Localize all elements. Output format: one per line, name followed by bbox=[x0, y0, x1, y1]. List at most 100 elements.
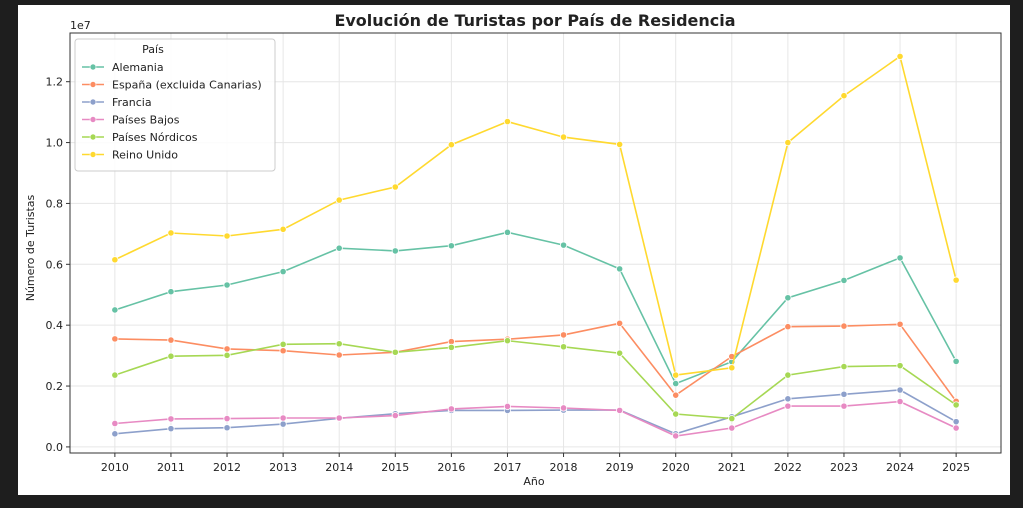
data-point-espana-excluida-canarias bbox=[335, 351, 343, 359]
data-point-espana-excluida-canarias bbox=[896, 320, 904, 328]
data-point-paises-bajos bbox=[447, 405, 455, 413]
data-point-alemania bbox=[672, 380, 680, 388]
data-point-paises-nordicos bbox=[223, 351, 231, 359]
data-point-reino-unido bbox=[952, 276, 960, 284]
legend-swatch-marker bbox=[89, 98, 97, 106]
legend-swatch-marker bbox=[89, 63, 97, 71]
data-point-alemania bbox=[784, 294, 792, 302]
data-point-reino-unido bbox=[784, 138, 792, 147]
data-point-espana-excluida-canarias bbox=[111, 335, 119, 343]
data-point-alemania bbox=[559, 241, 568, 249]
data-point-paises-nordicos bbox=[559, 343, 568, 351]
data-point-espana-excluida-canarias bbox=[616, 319, 624, 327]
data-point-alemania bbox=[840, 276, 848, 285]
data-point-paises-nordicos bbox=[840, 362, 848, 371]
series-line-paises-nordicos bbox=[114, 339, 957, 420]
data-point-reino-unido bbox=[447, 141, 455, 149]
data-point-reino-unido bbox=[616, 140, 624, 148]
data-point-paises-bajos bbox=[728, 424, 736, 432]
data-point-francia bbox=[952, 418, 960, 426]
data-point-paises-nordicos bbox=[335, 340, 343, 348]
data-point-espana-excluida-canarias bbox=[167, 336, 175, 344]
legend-box bbox=[74, 38, 276, 172]
data-point-reino-unido bbox=[840, 92, 848, 100]
data-point-espana-excluida-canarias bbox=[279, 347, 287, 355]
x-axis-label: Año bbox=[523, 475, 544, 488]
y-tick-label: 1.2 bbox=[46, 76, 64, 89]
data-point-reino-unido bbox=[896, 52, 904, 61]
data-point-paises-bajos bbox=[616, 406, 624, 414]
legend-swatch-marker bbox=[89, 116, 97, 123]
data-point-reino-unido bbox=[279, 225, 287, 233]
data-point-espana-excluida-canarias bbox=[840, 322, 848, 330]
legend-swatch-marker bbox=[89, 133, 97, 141]
data-point-paises-nordicos bbox=[447, 343, 455, 351]
legend-entry-label: Alemania bbox=[112, 61, 164, 74]
data-point-paises-bajos bbox=[279, 414, 287, 422]
data-point-alemania bbox=[952, 357, 960, 365]
x-tick-label: 2017 bbox=[493, 461, 521, 474]
legend-entry-label: Países Nórdicos bbox=[112, 131, 198, 144]
data-point-paises-nordicos bbox=[728, 415, 736, 423]
data-point-paises-nordicos bbox=[672, 410, 680, 418]
y-axis-label: Número de Turistas bbox=[24, 194, 37, 301]
data-point-paises-nordicos bbox=[279, 340, 287, 348]
x-tick-label: 2025 bbox=[942, 461, 970, 474]
data-point-paises-nordicos bbox=[391, 348, 399, 356]
y-tick-label: 0.6 bbox=[46, 258, 64, 271]
data-point-espana-excluida-canarias bbox=[559, 331, 568, 339]
data-point-alemania bbox=[503, 228, 512, 236]
y-tick-label: 0.2 bbox=[46, 380, 64, 393]
data-point-francia bbox=[111, 430, 119, 438]
data-point-reino-unido bbox=[728, 364, 736, 372]
legend: País Alemania España (excluida Canarias) Fr… bbox=[74, 38, 276, 172]
data-point-paises-nordicos bbox=[503, 337, 512, 345]
data-point-reino-unido bbox=[167, 229, 175, 237]
data-point-francia bbox=[784, 395, 792, 403]
tick-layer: 0.0 0.2 0.4 0.6 0.8 1.0 1.2 2010 2011 2012 2013 201… bbox=[46, 76, 971, 474]
x-tick-label: 2023 bbox=[830, 461, 858, 474]
data-point-reino-unido bbox=[503, 117, 512, 126]
x-tick-label: 2021 bbox=[718, 461, 746, 474]
x-tick-label: 2024 bbox=[886, 461, 914, 474]
x-tick-label: 2018 bbox=[550, 461, 578, 474]
data-point-francia bbox=[840, 390, 848, 398]
y-tick-label: 1.0 bbox=[46, 137, 64, 150]
data-point-paises-nordicos bbox=[616, 349, 624, 357]
data-point-paises-bajos bbox=[672, 432, 680, 440]
data-point-paises-bajos bbox=[335, 414, 343, 422]
series-line-espana-excluida-canarias bbox=[114, 322, 957, 402]
y-axis-offset-label: 1e7 bbox=[70, 19, 91, 32]
x-tick-label: 2011 bbox=[157, 461, 185, 474]
data-point-paises-nordicos bbox=[167, 352, 175, 360]
data-point-paises-bajos bbox=[840, 402, 848, 410]
data-point-espana-excluida-canarias bbox=[672, 391, 680, 399]
data-point-paises-bajos bbox=[559, 404, 568, 412]
series-layer bbox=[111, 52, 960, 440]
data-point-francia bbox=[279, 420, 287, 428]
data-point-reino-unido bbox=[391, 183, 399, 191]
data-point-paises-nordicos bbox=[784, 371, 792, 379]
data-point-reino-unido bbox=[111, 256, 119, 264]
data-point-alemania bbox=[335, 244, 343, 252]
x-tick-label: 2014 bbox=[325, 461, 353, 474]
x-tick-label: 2016 bbox=[437, 461, 465, 474]
data-point-paises-bajos bbox=[111, 419, 119, 428]
data-point-paises-bajos bbox=[391, 411, 399, 420]
series-line-francia bbox=[114, 389, 957, 435]
legend-entry-label: Países Bajos bbox=[112, 114, 180, 127]
data-point-espana-excluida-canarias bbox=[223, 345, 231, 353]
legend-entry-label: Reino Unido bbox=[112, 149, 178, 162]
data-point-paises-bajos bbox=[952, 424, 960, 432]
data-point-paises-nordicos bbox=[952, 401, 960, 409]
data-point-alemania bbox=[896, 254, 904, 262]
series-line-reino-unido bbox=[114, 55, 957, 376]
data-point-paises-bajos bbox=[223, 415, 231, 423]
y-tick-label: 0.8 bbox=[46, 197, 64, 210]
data-point-paises-bajos bbox=[896, 397, 904, 406]
data-point-alemania bbox=[111, 306, 119, 314]
legend-entry-label: España (excluida Canarias) bbox=[112, 79, 262, 92]
plot-frame bbox=[69, 32, 1002, 454]
x-tick-label: 2015 bbox=[381, 461, 409, 474]
legend-title: País bbox=[142, 43, 164, 56]
